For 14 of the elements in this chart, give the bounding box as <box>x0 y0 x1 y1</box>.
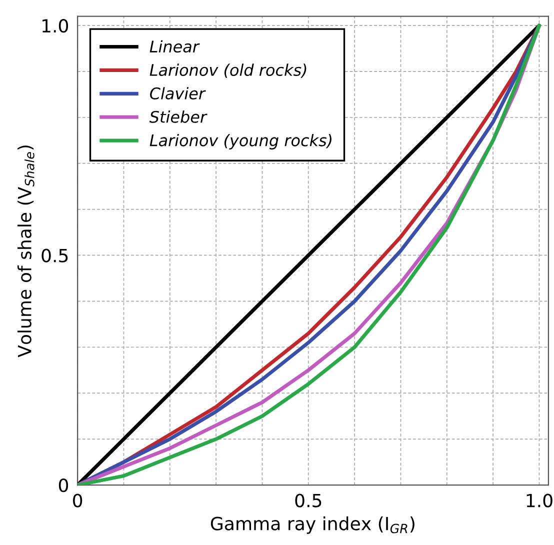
x-axis-title: Gamma ray index (I$_{GR}$) <box>210 516 414 534</box>
y-tick-label: 0.5 <box>42 248 68 262</box>
x-tick-label: 0.5 <box>295 494 322 508</box>
x-tick-label: 0 <box>73 494 82 508</box>
y-tick-label: 1.0 <box>42 19 68 33</box>
line-series <box>78 24 542 486</box>
legend-label: Clavier <box>150 87 206 100</box>
legend-label: Linear <box>150 40 200 53</box>
y-axis-title: Volume of shale (V$_{Shale}$) <box>17 146 34 358</box>
legend-label: Larionov (old rocks) <box>150 64 306 78</box>
legend-label: Stieber <box>149 110 208 123</box>
x-tick-label: 1.0 <box>526 494 552 508</box>
y-tick-label: 0 <box>58 478 68 492</box>
legend-label: Larionov (young rocks) <box>150 134 332 150</box>
